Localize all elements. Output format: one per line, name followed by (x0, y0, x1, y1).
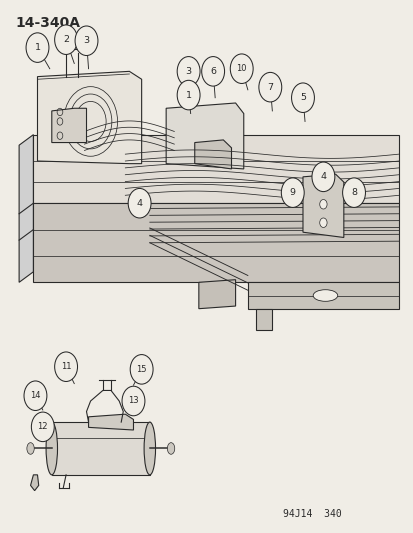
Circle shape (177, 80, 199, 110)
Polygon shape (19, 135, 33, 282)
Circle shape (342, 178, 365, 207)
Text: 15: 15 (136, 365, 147, 374)
Circle shape (26, 33, 49, 62)
Polygon shape (31, 475, 39, 491)
Polygon shape (194, 140, 231, 169)
Text: 1: 1 (34, 43, 40, 52)
Text: 4: 4 (320, 172, 325, 181)
Polygon shape (302, 174, 343, 238)
Circle shape (130, 354, 153, 384)
Circle shape (258, 72, 281, 102)
Ellipse shape (46, 422, 57, 475)
Text: 4: 4 (136, 199, 142, 208)
Bar (52, 422, 150, 475)
Text: 13: 13 (128, 397, 138, 406)
Text: 3: 3 (83, 36, 89, 45)
Text: 14-340A: 14-340A (15, 16, 80, 30)
Circle shape (128, 189, 151, 218)
Circle shape (319, 218, 326, 228)
Ellipse shape (167, 443, 174, 454)
Text: 8: 8 (350, 188, 356, 197)
Circle shape (55, 25, 77, 54)
Text: 1: 1 (185, 91, 191, 100)
Polygon shape (33, 203, 398, 282)
Polygon shape (255, 309, 272, 330)
Text: 94J14  340: 94J14 340 (282, 508, 340, 519)
Text: 14: 14 (30, 391, 40, 400)
Circle shape (311, 162, 334, 191)
Text: 5: 5 (299, 93, 305, 102)
Text: 7: 7 (267, 83, 273, 92)
Polygon shape (88, 414, 133, 430)
Text: 12: 12 (38, 422, 48, 431)
Circle shape (122, 386, 145, 416)
Circle shape (281, 178, 304, 207)
Polygon shape (198, 280, 235, 309)
Circle shape (291, 83, 313, 112)
Polygon shape (52, 108, 86, 142)
Text: 2: 2 (63, 35, 69, 44)
Text: 11: 11 (61, 362, 71, 371)
Text: 6: 6 (210, 67, 216, 76)
Polygon shape (247, 282, 398, 309)
Polygon shape (33, 135, 398, 203)
Text: 9: 9 (289, 188, 295, 197)
Circle shape (55, 352, 77, 382)
Circle shape (201, 56, 224, 86)
Circle shape (319, 199, 326, 209)
Circle shape (24, 381, 47, 410)
Ellipse shape (313, 290, 337, 301)
Ellipse shape (144, 422, 155, 475)
Ellipse shape (27, 443, 34, 454)
Text: 10: 10 (236, 64, 247, 73)
Polygon shape (166, 103, 243, 169)
Circle shape (177, 56, 199, 86)
Circle shape (31, 412, 54, 442)
Circle shape (230, 54, 252, 84)
Polygon shape (38, 71, 141, 164)
Text: 3: 3 (185, 67, 191, 76)
Circle shape (75, 26, 98, 55)
Circle shape (319, 181, 326, 191)
